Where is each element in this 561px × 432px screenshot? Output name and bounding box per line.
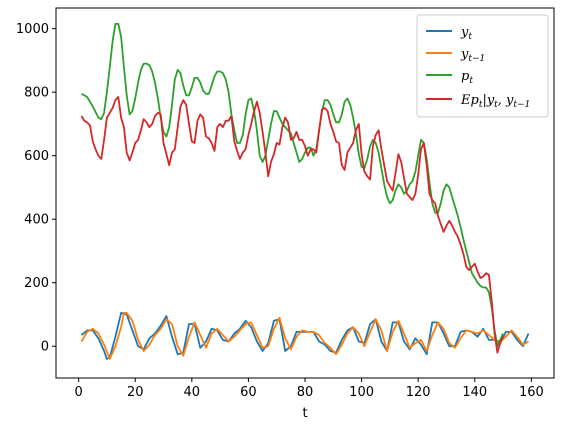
legend-label-y-t-1: yt−1 (460, 47, 485, 64)
legend-label-expected-p: Ept|yt, yt−1 (460, 93, 530, 110)
x-tick-label: 40 (184, 385, 201, 400)
y-tick-label: 0 (41, 340, 49, 355)
legend-label-y-t: yt (460, 25, 472, 42)
x-tick-label: 60 (240, 385, 257, 400)
x-axis-label: t (302, 406, 307, 421)
y-tick-label: 1000 (16, 22, 49, 37)
y-tick-label: 800 (24, 86, 49, 101)
legend: yt yt−1 pt Ept|yt, yt−1 (416, 14, 549, 118)
x-tick-label: 120 (406, 385, 431, 400)
plot-frame (55, 7, 555, 379)
tick-layer: 0 20 40 60 80 100 120 140 160 0 200 400 600 800 1000 (16, 22, 544, 400)
x-tick-label: 20 (127, 385, 144, 400)
y-tick-label: 400 (24, 213, 49, 228)
series-p-t (81, 22, 504, 348)
x-tick-label: 140 (462, 385, 487, 400)
x-tick-label: 80 (297, 385, 314, 400)
y-tick-label: 200 (24, 276, 49, 291)
x-tick-label: 160 (519, 385, 544, 400)
x-tick-label: 100 (349, 385, 374, 400)
series-y-t-1 (80, 311, 529, 360)
series-layer (80, 22, 530, 360)
x-tick-label: 0 (74, 385, 82, 400)
legend-box (416, 14, 549, 118)
series-expected-p (80, 96, 504, 354)
legend-label-p-t: pt (461, 69, 473, 86)
y-tick-label: 600 (24, 149, 49, 164)
